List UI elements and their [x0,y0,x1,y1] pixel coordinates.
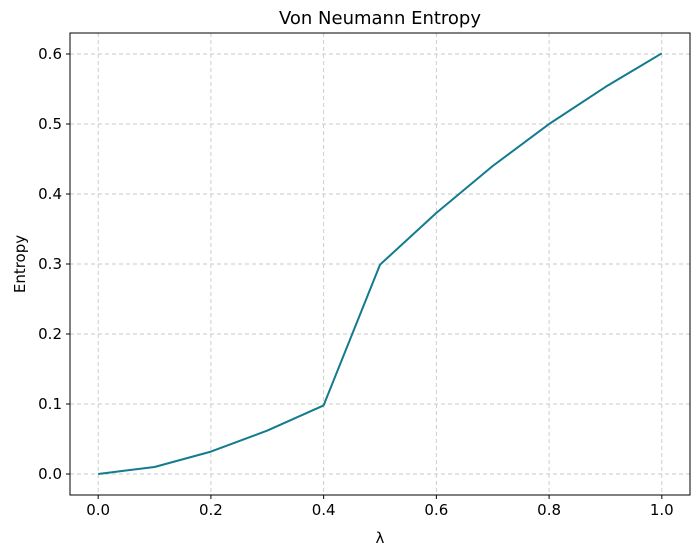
x-axis-title: λ [376,529,385,547]
x-tick-label: 0.0 [86,501,110,519]
y-axis: 0.0 0.1 0.2 0.3 0.4 0.5 0.6 [38,45,70,483]
x-tick-label: 0.2 [199,501,223,519]
y-tick-label: 0.0 [38,465,62,483]
y-tick-label: 0.4 [38,185,62,203]
grid [70,33,690,495]
x-tick-label: 0.6 [424,501,448,519]
x-axis: 0.0 0.2 0.4 0.6 0.8 1.0 [86,495,674,519]
series-layer [98,52,663,475]
entropy-series-line [98,52,663,475]
x-tick-label: 0.8 [537,501,561,519]
y-tick-label: 0.1 [38,395,62,413]
y-tick-label: 0.5 [38,115,62,133]
x-tick-label: 1.0 [650,501,674,519]
y-tick-label: 0.2 [38,325,62,343]
y-tick-label: 0.3 [38,255,62,273]
chart-title: Von Neumann Entropy [279,8,481,29]
x-tick-label: 0.4 [312,501,336,519]
y-axis-title: Entropy [11,235,29,293]
y-tick-label: 0.6 [38,45,62,63]
